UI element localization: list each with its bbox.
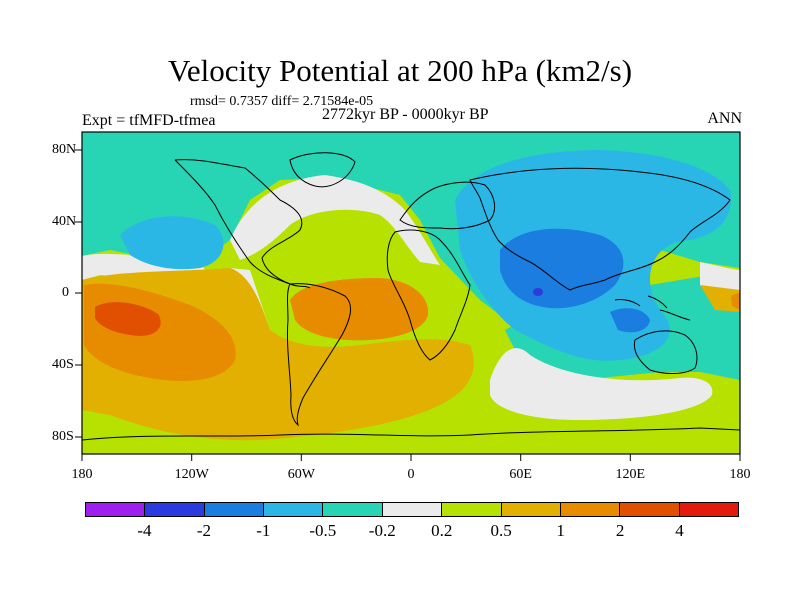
colorbar-label: -1 <box>256 521 271 540</box>
colorbar-label: 0.5 <box>490 521 512 540</box>
colorbar-swatch-7 <box>501 503 561 516</box>
lat-label-40s: 40S <box>52 357 74 372</box>
latitude-ticks <box>75 149 82 438</box>
season-label: ANN <box>707 110 742 127</box>
coastline-south-america <box>286 283 352 427</box>
colorbar-swatch-9 <box>620 503 680 516</box>
colorbar-swatch-4 <box>323 503 383 516</box>
coastline-africa <box>386 229 471 361</box>
contour-darkorange-southamerica <box>290 278 429 341</box>
contour-darkorange-dateline <box>731 292 740 310</box>
colorbar-swatch-10 <box>679 503 738 516</box>
contour-darkblue-core <box>533 288 543 296</box>
contour-fill-layer <box>82 132 740 454</box>
lon-label-60w: 60W <box>287 467 315 482</box>
colorbar-label: -4 <box>137 521 152 540</box>
colorbar-label: 2 <box>615 521 625 540</box>
stats-text: rmsd= 0.7357 diff= 2.71584e-05 <box>190 94 374 109</box>
coastline-antarctica <box>82 427 740 441</box>
contour-blue-east <box>610 308 650 333</box>
colorbar-label: -0.5 <box>309 521 337 540</box>
colorbar-swatch-5 <box>382 503 443 516</box>
contour-white-southindian <box>490 348 713 420</box>
lon-label-180e: 180 <box>729 467 751 482</box>
colorbar-swatch-6 <box>442 503 502 516</box>
coastline-indonesia <box>614 295 691 321</box>
contour-lightblue-northwest <box>120 216 224 270</box>
lat-label-80s: 80S <box>52 429 74 444</box>
contour-blue-core <box>500 228 624 309</box>
page-title: Velocity Potential at 200 hPa (km2/s) <box>167 53 633 88</box>
coastline-greenland <box>289 152 356 188</box>
colorbar-label: -0.2 <box>368 521 396 540</box>
coastline-layer <box>82 152 740 441</box>
experiment-label: Expt = tfMFD-tfmea <box>82 112 216 129</box>
coastline-australia <box>633 330 698 374</box>
colorbar-swatch-3 <box>264 503 324 516</box>
coastline-north-america-west <box>174 159 291 285</box>
colorbar-label: 4 <box>675 521 684 540</box>
lat-label-0: 0 <box>62 285 69 300</box>
contour-white-west <box>230 175 440 265</box>
lon-label-120e: 120E <box>615 467 646 482</box>
coastline-europe <box>399 181 496 230</box>
lon-label-180w: 180 <box>71 467 93 482</box>
lon-label-0: 0 <box>407 467 415 482</box>
coastline-asia <box>469 167 731 291</box>
colorbar-label: 0.2 <box>431 521 453 540</box>
lat-label-80n: 80N <box>52 142 77 157</box>
colorbar-swatch-8 <box>560 503 621 516</box>
colorbar <box>85 502 739 517</box>
lat-label-40n: 40N <box>52 214 77 229</box>
lon-label-60e: 60E <box>509 467 532 482</box>
colorbar-swatch-2 <box>204 503 265 516</box>
longitude-ticks <box>81 454 741 461</box>
contour-orange-eastpacific <box>700 285 740 312</box>
colorbar-label: -2 <box>196 521 211 540</box>
colorbar-swatch-1 <box>145 503 205 516</box>
colorbar-label: 1 <box>556 521 565 540</box>
contour-red-pacific <box>95 302 161 336</box>
colorbar-swatch-0 <box>86 503 146 516</box>
lon-label-120w: 120W <box>174 467 209 482</box>
period-label: 2772kyr BP - 0000kyr BP <box>322 106 489 123</box>
